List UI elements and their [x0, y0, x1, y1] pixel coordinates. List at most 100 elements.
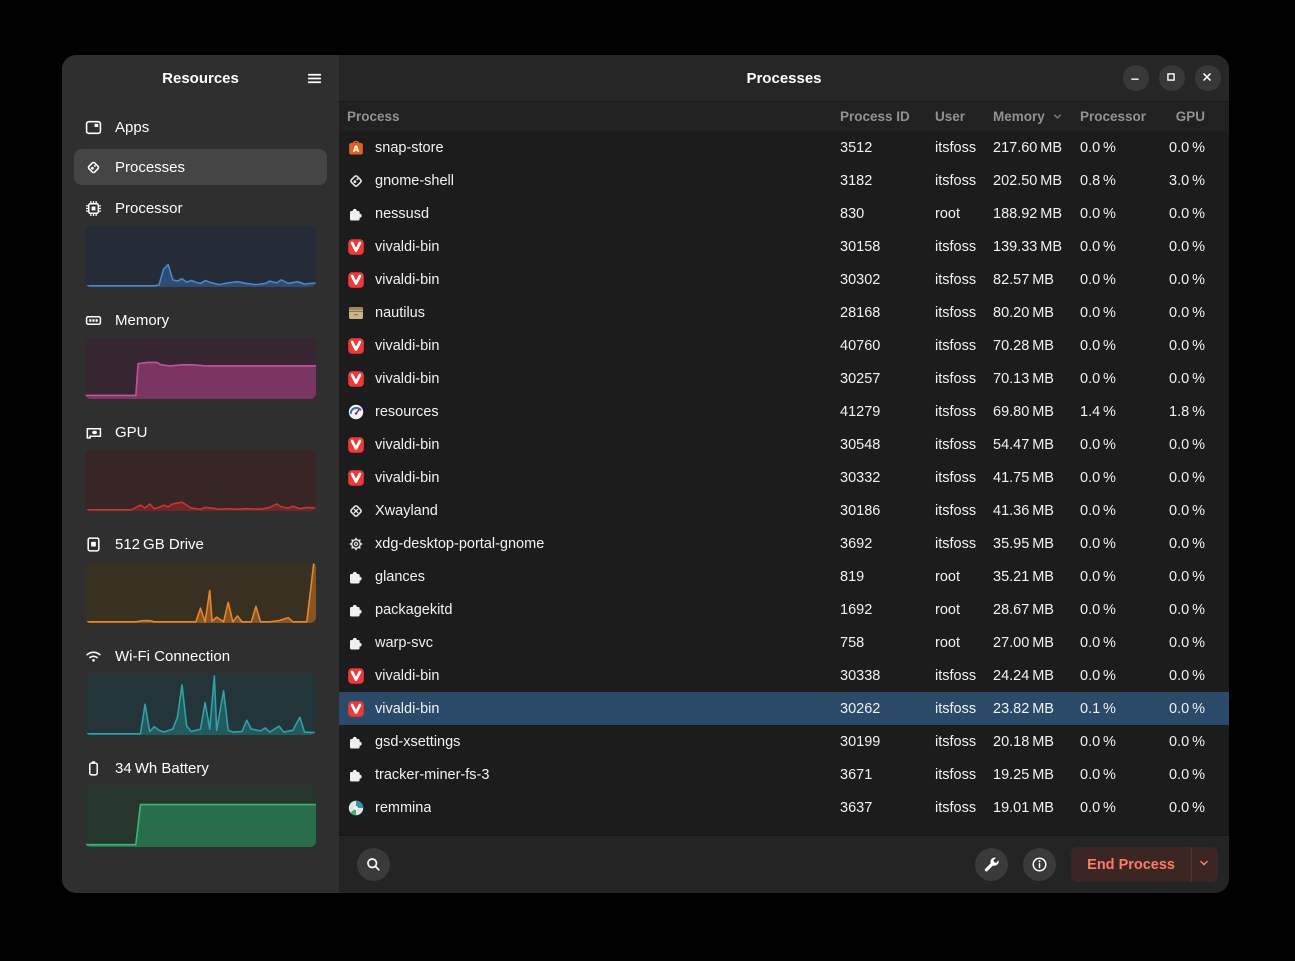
process-row[interactable]: glances 819 root 35.21 MB 0.0 % 0.0 % — [339, 560, 1229, 593]
process-user: itsfoss — [935, 799, 977, 816]
process-memory: 188.92 MB — [993, 205, 1063, 222]
information-button[interactable] — [1023, 848, 1057, 881]
process-row[interactable]: vivaldi-bin 30332 itsfoss 41.75 MB 0.0 %… — [339, 461, 1229, 494]
process-row[interactable]: vivaldi-bin 30338 itsfoss 24.24 MB 0.0 %… — [339, 659, 1229, 692]
gpu-usage-graph[interactable] — [85, 450, 316, 511]
drive-icon — [85, 536, 102, 553]
column-header-processor[interactable]: Processor — [1080, 109, 1147, 124]
wifi-usage-graph[interactable] — [85, 674, 316, 735]
process-gpu: 0.0 % — [1169, 271, 1205, 288]
process-memory: 24.24 MB — [993, 667, 1054, 684]
process-name: vivaldi-bin — [375, 436, 440, 453]
process-row[interactable]: resources 41279 itsfoss 69.80 MB 1.4 % 1… — [339, 395, 1229, 428]
column-header-user[interactable]: User — [935, 109, 966, 124]
process-user: itsfoss — [935, 502, 977, 519]
process-user: itsfoss — [935, 535, 977, 552]
process-user: itsfoss — [935, 403, 977, 420]
process-app-icon — [347, 337, 365, 355]
column-header-gpu[interactable]: GPU — [1175, 109, 1205, 124]
process-row[interactable]: Xwayland 30186 itsfoss 41.36 MB 0.0 % 0.… — [339, 494, 1229, 527]
process-row[interactable]: nautilus 28168 itsfoss 80.20 MB 0.0 % 0.… — [339, 296, 1229, 329]
process-user: root — [935, 568, 960, 585]
column-header-memory[interactable]: Memory — [993, 109, 1080, 124]
close-icon — [1200, 70, 1217, 87]
process-gpu: 0.0 % — [1169, 436, 1205, 453]
process-cpu: 0.0 % — [1080, 436, 1116, 453]
process-gpu: 0.0 % — [1169, 700, 1205, 717]
process-gpu: 0.0 % — [1169, 139, 1205, 156]
process-row[interactable]: vivaldi-bin 30302 itsfoss 82.57 MB 0.0 %… — [339, 263, 1229, 296]
memory-usage-graph[interactable] — [85, 338, 316, 399]
sidebar-item-processor[interactable]: Processor — [74, 190, 327, 226]
process-memory: 70.28 MB — [993, 337, 1054, 354]
process-cpu: 0.0 % — [1080, 568, 1116, 585]
battery-usage-graph[interactable] — [85, 786, 316, 847]
sidebar-list: Apps Processes Processor Memory — [62, 102, 339, 862]
process-row[interactable]: tracker-miner-fs-3 3671 itsfoss 19.25 MB… — [339, 758, 1229, 791]
process-memory: 23.82 MB — [993, 700, 1054, 717]
sidebar-item-processes[interactable]: Processes — [74, 149, 327, 185]
process-name: tracker-miner-fs-3 — [375, 766, 490, 783]
options-button[interactable] — [975, 848, 1009, 881]
gpu-icon — [85, 424, 102, 441]
main-menu-button[interactable] — [299, 64, 329, 94]
process-row[interactable]: gnome-shell 3182 itsfoss 202.50 MB 0.8 %… — [339, 164, 1229, 197]
process-row[interactable]: remmina 3637 itsfoss 19.01 MB 0.0 % 0.0 … — [339, 791, 1229, 824]
process-id: 30199 — [840, 733, 881, 750]
process-gpu: 3.0 % — [1169, 172, 1205, 189]
process-memory: 41.36 MB — [993, 502, 1054, 519]
process-row[interactable]: vivaldi-bin 40760 itsfoss 70.28 MB 0.0 %… — [339, 329, 1229, 362]
process-id: 3692 — [840, 535, 873, 552]
process-memory: 20.18 MB — [993, 733, 1054, 750]
processor-usage-graph[interactable] — [85, 226, 316, 287]
process-memory: 202.50 MB — [993, 172, 1063, 189]
process-name: nautilus — [375, 304, 425, 321]
process-row[interactable]: vivaldi-bin 30257 itsfoss 70.13 MB 0.0 %… — [339, 362, 1229, 395]
process-gpu: 0.0 % — [1169, 304, 1205, 321]
process-memory: 70.13 MB — [993, 370, 1054, 387]
process-app-icon — [347, 238, 365, 256]
end-process-dropdown[interactable] — [1191, 847, 1218, 882]
process-cpu: 0.0 % — [1080, 271, 1116, 288]
close-button[interactable] — [1195, 65, 1221, 91]
process-row[interactable]: packagekitd 1692 root 28.67 MB 0.0 % 0.0… — [339, 593, 1229, 626]
sidebar-headerbar: Resources — [62, 55, 339, 102]
process-app-icon — [347, 304, 365, 322]
process-row[interactable]: warp-svc 758 root 27.00 MB 0.0 % 0.0 % — [339, 626, 1229, 659]
process-row[interactable]: vivaldi-bin 30548 itsfoss 54.47 MB 0.0 %… — [339, 428, 1229, 461]
process-app-icon — [347, 205, 365, 223]
process-list: A snap-store 3512 itsfoss 217.60 MB 0.0 … — [339, 131, 1229, 835]
process-row[interactable]: vivaldi-bin 30158 itsfoss 139.33 MB 0.0 … — [339, 230, 1229, 263]
sidebar-item-gpu[interactable]: GPU — [74, 414, 327, 450]
window-controls — [1123, 55, 1221, 101]
sidebar-item-apps[interactable]: Apps — [74, 109, 327, 145]
process-app-icon — [347, 700, 365, 718]
process-row[interactable]: A snap-store 3512 itsfoss 217.60 MB 0.0 … — [339, 131, 1229, 164]
sidebar-item-battery[interactable]: 34 Wh Battery — [74, 750, 327, 786]
process-memory: 82.57 MB — [993, 271, 1054, 288]
process-user: itsfoss — [935, 337, 977, 354]
column-header-process[interactable]: Process — [347, 109, 400, 124]
maximize-button[interactable] — [1159, 65, 1185, 91]
sidebar-item-wifi[interactable]: Wi-Fi Connection — [74, 638, 327, 674]
process-row[interactable]: nessusd 830 root 188.92 MB 0.0 % 0.0 % — [339, 197, 1229, 230]
process-user: itsfoss — [935, 700, 977, 717]
process-gpu: 0.0 % — [1169, 766, 1205, 783]
process-app-icon — [347, 568, 365, 586]
table-header: Process Process ID User Memory Processor… — [339, 102, 1229, 131]
process-memory: 41.75 MB — [993, 469, 1054, 486]
process-row[interactable]: xdg-desktop-portal-gnome 3692 itsfoss 35… — [339, 527, 1229, 560]
column-header-pid[interactable]: Process ID — [840, 109, 910, 124]
drive-usage-graph[interactable] — [85, 562, 316, 623]
info-icon — [1031, 856, 1048, 873]
minimize-button[interactable] — [1123, 65, 1149, 91]
sidebar-item-memory[interactable]: Memory — [74, 302, 327, 338]
sidebar-item-drive[interactable]: 512 GB Drive — [74, 526, 327, 562]
process-row[interactable]: vivaldi-bin 30262 itsfoss 23.82 MB 0.1 %… — [339, 692, 1229, 725]
end-process-button[interactable]: End Process — [1087, 856, 1175, 873]
search-button[interactable] — [357, 848, 390, 881]
process-name: remmina — [375, 799, 432, 816]
process-id: 30262 — [840, 700, 881, 717]
processor-icon — [85, 200, 102, 217]
process-row[interactable]: gsd-xsettings 30199 itsfoss 20.18 MB 0.0… — [339, 725, 1229, 758]
